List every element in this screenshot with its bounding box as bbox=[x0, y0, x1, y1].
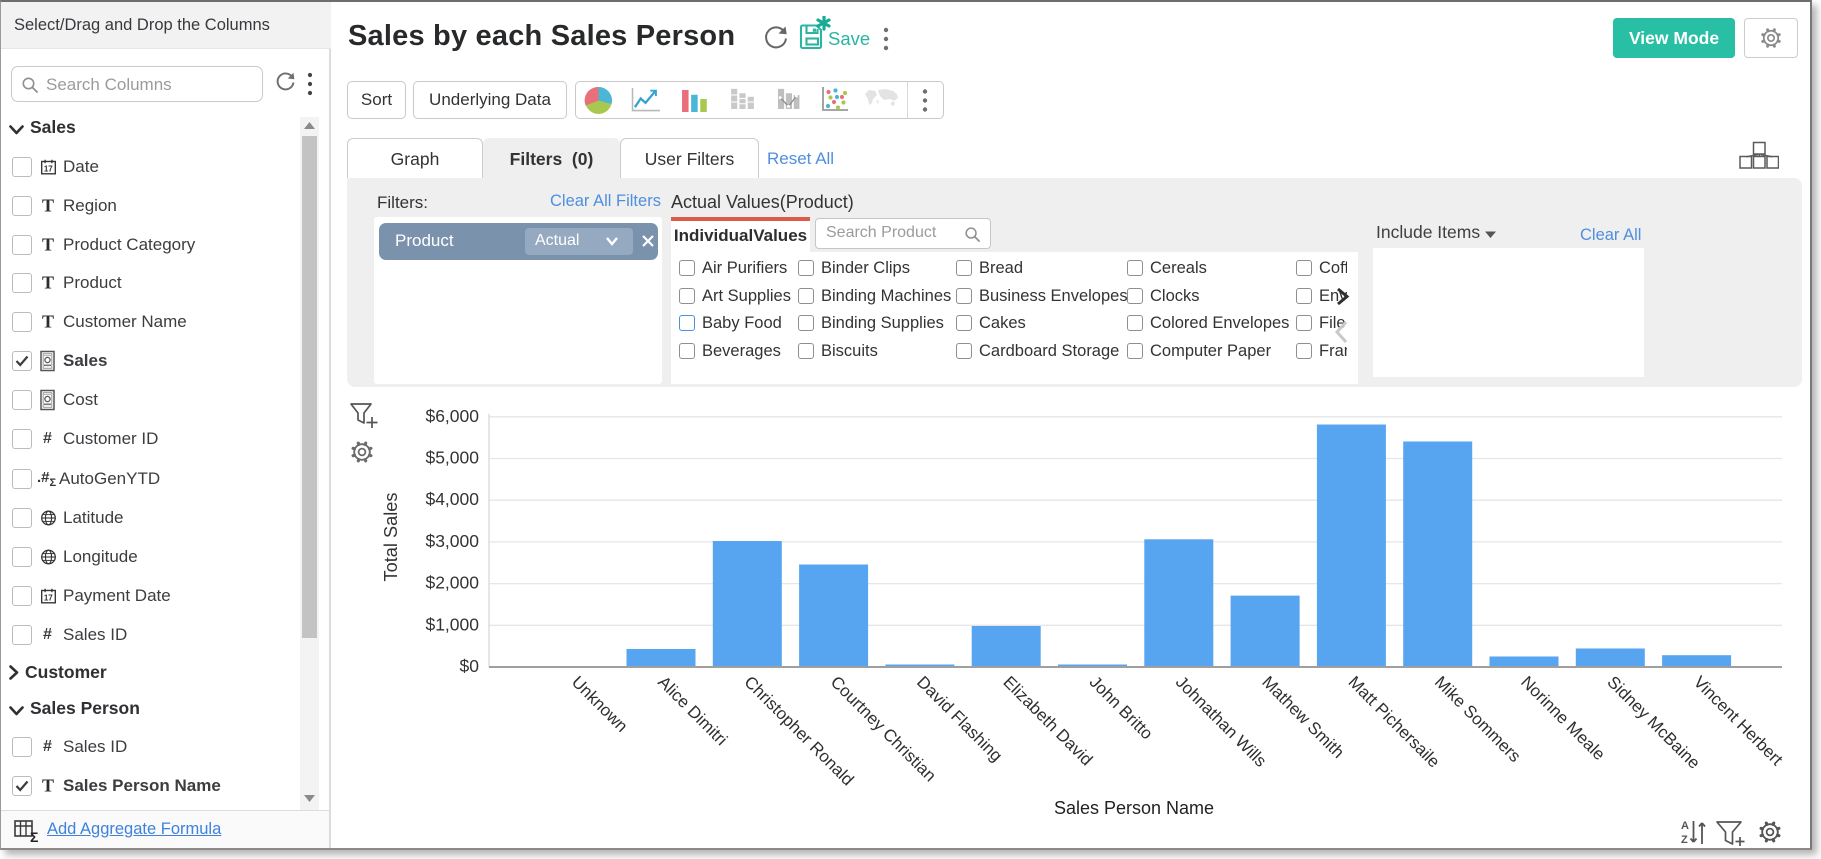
svg-text:David Flashing: David Flashing bbox=[913, 672, 1006, 765]
svg-text:Unknown: Unknown bbox=[568, 672, 632, 736]
svg-text:$6,000: $6,000 bbox=[425, 406, 479, 426]
svg-text:Alice Dimitri: Alice Dimitri bbox=[654, 672, 731, 749]
svg-text:Vincent Herbert: Vincent Herbert bbox=[1690, 672, 1787, 769]
svg-text:Total Sales: Total Sales bbox=[381, 493, 401, 582]
svg-text:$5,000: $5,000 bbox=[425, 448, 479, 468]
svg-text:$4,000: $4,000 bbox=[425, 489, 479, 509]
svg-text:Johnathan Wills: Johnathan Wills bbox=[1172, 672, 1270, 770]
svg-text:Mike Sommers: Mike Sommers bbox=[1431, 672, 1525, 766]
svg-text:Mathew Smith: Mathew Smith bbox=[1258, 672, 1348, 762]
svg-text:Z: Z bbox=[1681, 834, 1688, 846]
svg-text:17: 17 bbox=[44, 593, 53, 602]
svg-text:$2,000: $2,000 bbox=[425, 573, 479, 593]
svg-text:A: A bbox=[1681, 820, 1689, 832]
svg-text:$3,000: $3,000 bbox=[425, 531, 479, 551]
svg-text:Matt Pichersaile: Matt Pichersaile bbox=[1345, 672, 1444, 771]
svg-text:Sales Person Name: Sales Person Name bbox=[1054, 798, 1214, 818]
svg-text:John Britto: John Britto bbox=[1086, 672, 1157, 743]
svg-text:Elizabeth David: Elizabeth David bbox=[999, 672, 1096, 769]
svg-text:$1,000: $1,000 bbox=[425, 614, 479, 634]
svg-text:$0: $0 bbox=[460, 656, 480, 676]
svg-text:Norinne Meale: Norinne Meale bbox=[1517, 672, 1609, 764]
svg-text:Sidney McBaine: Sidney McBaine bbox=[1603, 672, 1703, 772]
svg-text:17: 17 bbox=[44, 164, 53, 173]
svg-text:Σ: Σ bbox=[30, 829, 38, 843]
